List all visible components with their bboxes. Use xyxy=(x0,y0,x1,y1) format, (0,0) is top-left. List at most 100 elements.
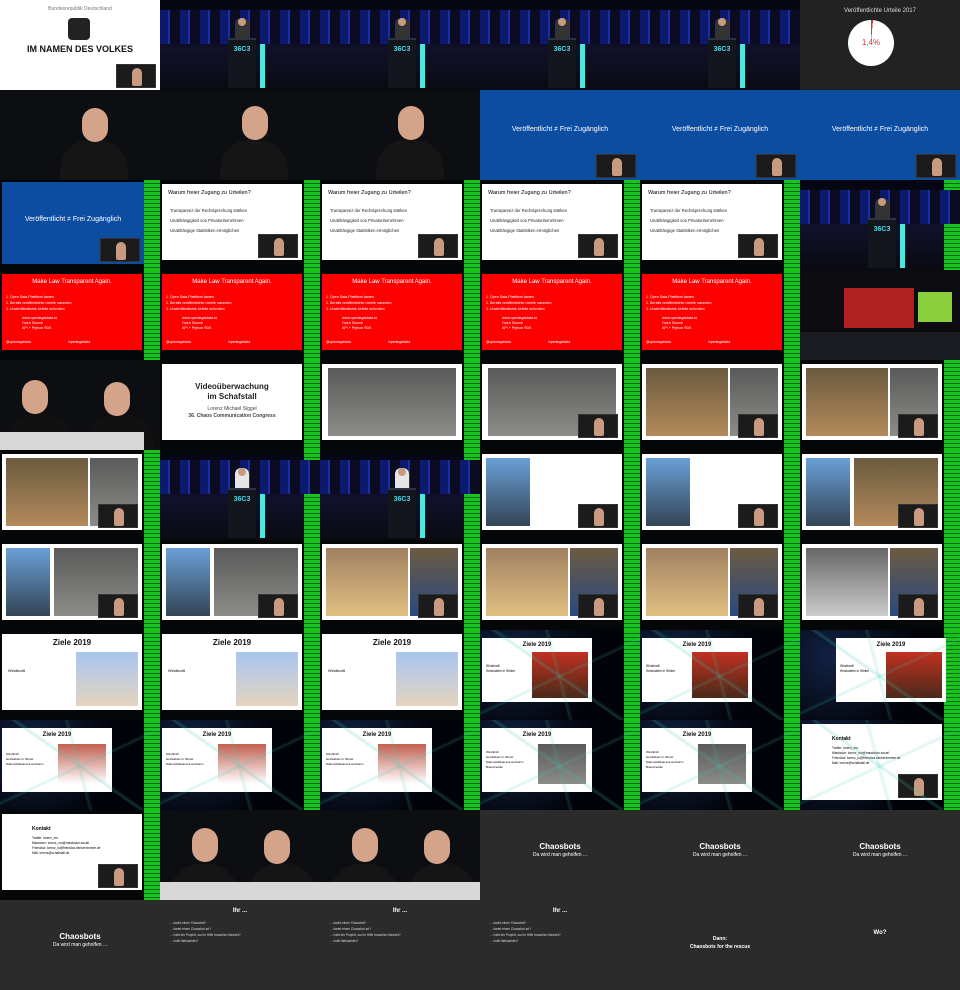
pie-chart xyxy=(848,20,894,66)
thumb-9-1[interactable]: Ziele 2019 Windkraft Heizkabeln in Winter W… xyxy=(0,720,160,810)
thumb-7-2[interactable] xyxy=(160,540,320,630)
slide-subtitle: im Schafstall xyxy=(207,392,257,401)
thumb-5-1[interactable] xyxy=(0,360,160,450)
github-link[interactable]: /openlegaldata xyxy=(68,340,91,344)
slide-header: Bundesrepublik Deutschland xyxy=(48,6,112,12)
thumb-9-3[interactable]: Ziele 2019 Windkraft Heizkabeln in Winter W… xyxy=(320,720,480,810)
thumb-10-1[interactable]: Kontakt Twitter: lorenz_mo Mastodon: loren… xyxy=(0,810,160,900)
thumb-10-4[interactable]: Chaosbots Da wird man geholfen ... xyxy=(480,810,640,900)
slide-title: Chaosbots xyxy=(699,842,741,851)
thumb-9-4[interactable]: Ziele 2019 Windkraft Heizkabeln in Winter W… xyxy=(480,720,640,810)
thumb-10-2[interactable] xyxy=(160,810,320,900)
thumb-11-6[interactable]: Wo? xyxy=(800,900,960,990)
thumb-2-2[interactable] xyxy=(160,90,320,180)
thumb-4-3[interactable]: Make Law Transparent Again. 1. Open Data … xyxy=(320,270,480,360)
thumb-5-2[interactable]: Videoüberwachung im Schafstall Lorenz Mich… xyxy=(160,360,320,450)
thumb-2-1[interactable] xyxy=(0,90,160,180)
slide-bundes: Bundesrepublik Deutschland IM NAMEN DES … xyxy=(0,0,160,90)
thumb-10-3[interactable] xyxy=(320,810,480,900)
thumb-6-6[interactable] xyxy=(800,450,960,540)
thumb-7-3[interactable] xyxy=(320,540,480,630)
slide-title: Make Law Transparent Again. xyxy=(192,279,272,285)
thumb-7-5[interactable] xyxy=(640,540,800,630)
slide-title: Ziele 2019 xyxy=(212,638,252,647)
thumb-3-6[interactable]: 36C3 xyxy=(800,180,960,270)
slide-title: Chaosbots xyxy=(859,842,901,851)
thumb-5-5[interactable] xyxy=(640,360,800,450)
thumb-3-5[interactable]: Warum freier Zugang zu Urteilen? Transpar… xyxy=(640,180,800,270)
thumb-3-3[interactable]: Warum freier Zugang zu Urteilen? Transpar… xyxy=(320,180,480,270)
thumb-6-2[interactable]: 36C3 xyxy=(160,450,320,540)
thumb-5-6[interactable] xyxy=(800,360,960,450)
thumb-4-1[interactable]: Make Law Transparent Again. 1. Open Data … xyxy=(0,270,160,360)
twitter-link[interactable]: @openlegaldata xyxy=(6,340,31,344)
podium: 36C3 xyxy=(548,38,576,88)
slide-title: Ziele 2019 xyxy=(372,638,412,647)
slide-title: Ziele 2019 xyxy=(52,638,92,647)
slide-title: Chaosbots xyxy=(539,842,581,851)
thumb-4-5[interactable]: Make Law Transparent Again. 1. Open Data … xyxy=(640,270,800,360)
thumb-7-6[interactable] xyxy=(800,540,960,630)
thumb-8-3[interactable]: Ziele 2019 Windkraft xyxy=(320,630,480,720)
speaker xyxy=(235,18,249,40)
thumb-8-2[interactable]: Ziele 2019 Windkraft xyxy=(160,630,320,720)
thumb-9-5[interactable]: Ziele 2019 Windkraft Heizkabeln in Winter W… xyxy=(640,720,800,810)
thumb-4-2[interactable]: Make Law Transparent Again. 1. Open Data … xyxy=(160,270,320,360)
speaker xyxy=(715,18,729,40)
thumb-6-4[interactable] xyxy=(480,450,640,540)
slide-title: Veröffentlicht ≠ Frei Zugänglich xyxy=(24,216,122,223)
thumb-1-5[interactable]: 36C3 xyxy=(640,0,800,90)
slide-title: Warum freier Zugang zu Urteilen? xyxy=(648,190,731,196)
thumb-7-1[interactable] xyxy=(0,540,160,630)
thumb-1-3[interactable]: 36C3 xyxy=(320,0,480,90)
projected-slide xyxy=(844,288,914,328)
thumb-8-1[interactable]: Ziele 2019 Windkraft xyxy=(0,630,160,720)
thumb-4-6[interactable] xyxy=(800,270,960,360)
thumb-5-3[interactable] xyxy=(320,360,480,450)
thumb-1-2[interactable]: 36C3 xyxy=(160,0,320,90)
camera-image xyxy=(328,368,456,436)
thumb-3-2[interactable]: Warum freier Zugang zu Urteilen? Transpar… xyxy=(160,180,320,270)
thumb-4-4[interactable]: Make Law Transparent Again. 1. Open Data … xyxy=(480,270,640,360)
thumb-10-5[interactable]: Chaosbots Da wird man geholfen ... xyxy=(640,810,800,900)
thumb-3-1[interactable]: Veröffentlicht ≠ Frei Zugänglich xyxy=(0,180,160,270)
thumb-1-6[interactable]: Veröffentlichte Urteile 2017 1,4% xyxy=(800,0,960,90)
slide-title: Make Law Transparent Again. xyxy=(32,279,112,285)
slide-title: Warum freier Zugang zu Urteilen? xyxy=(488,190,571,196)
thumb-8-6[interactable]: Ziele 2019 Windkraft Heizkabeln in Winter xyxy=(800,630,960,720)
thumb-2-5[interactable]: Veröffentlicht ≠ Frei Zugänglich xyxy=(640,90,800,180)
eagle-icon xyxy=(68,18,90,40)
thumb-8-4[interactable]: Ziele 2019 Windkraft Heizkabeln in Winter xyxy=(480,630,640,720)
thumb-9-6[interactable]: Kontakt Twitter: lorenz_mo Mastodon: loren… xyxy=(800,720,960,810)
thumb-2-4[interactable]: Veröffentlicht ≠ Frei Zugänglich xyxy=(480,90,640,180)
thumb-8-5[interactable]: Ziele 2019 Windkraft Heizkabeln in Winter xyxy=(640,630,800,720)
slide-title: Warum freier Zugang zu Urteilen? xyxy=(168,190,251,196)
thumb-2-3[interactable] xyxy=(320,90,480,180)
thumb-6-5[interactable] xyxy=(640,450,800,540)
contact-title: Kontakt xyxy=(832,736,851,742)
thumb-11-2[interactable]: Ihr ...... sucht einen Chaosbot?... biet… xyxy=(160,900,320,990)
thumb-10-6[interactable]: Chaosbots Da wird man geholfen ... xyxy=(800,810,960,900)
thumb-1-4[interactable]: 36C3 xyxy=(480,0,640,90)
thumb-7-4[interactable] xyxy=(480,540,640,630)
thumb-11-1[interactable]: Chaosbots Da wird man geholfen ... xyxy=(0,900,160,990)
speaker-pip xyxy=(116,64,156,88)
thumb-9-2[interactable]: Ziele 2019 Windkraft Heizkabeln in Winter W… xyxy=(160,720,320,810)
podium: 36C3 xyxy=(708,38,736,88)
pie-title: Veröffentlichte Urteile 2017 xyxy=(844,8,916,14)
thumb-11-3[interactable]: Ihr ...... sucht einen Chaosbot?... biet… xyxy=(320,900,480,990)
slide-title: Make Law Transparent Again. xyxy=(512,279,592,285)
thumb-11-5[interactable]: Dann: Chaosbots for the rescue xyxy=(640,900,800,990)
slide-title: Videoüberwachung xyxy=(195,382,269,391)
thumb-11-4[interactable]: Ihr ...... sucht einen Chaosbot?... biet… xyxy=(480,900,640,990)
slide-title: IM NAMEN DES VOLKES xyxy=(26,44,133,54)
thumb-6-1[interactable] xyxy=(0,450,160,540)
thumb-5-4[interactable] xyxy=(480,360,640,450)
thumb-6-3[interactable]: 36C3 xyxy=(320,450,480,540)
thumb-1-1[interactable]: Bundesrepublik Deutschland IM NAMEN DES … xyxy=(0,0,160,90)
thumb-2-6[interactable]: Veröffentlicht ≠ Frei Zugänglich xyxy=(800,90,960,180)
thumb-3-4[interactable]: Warum freier Zugang zu Urteilen? Transpar… xyxy=(480,180,640,270)
slide-title: Veröffentlicht ≠ Frei Zugänglich xyxy=(671,126,769,133)
slide-title: Make Law Transparent Again. xyxy=(352,279,432,285)
